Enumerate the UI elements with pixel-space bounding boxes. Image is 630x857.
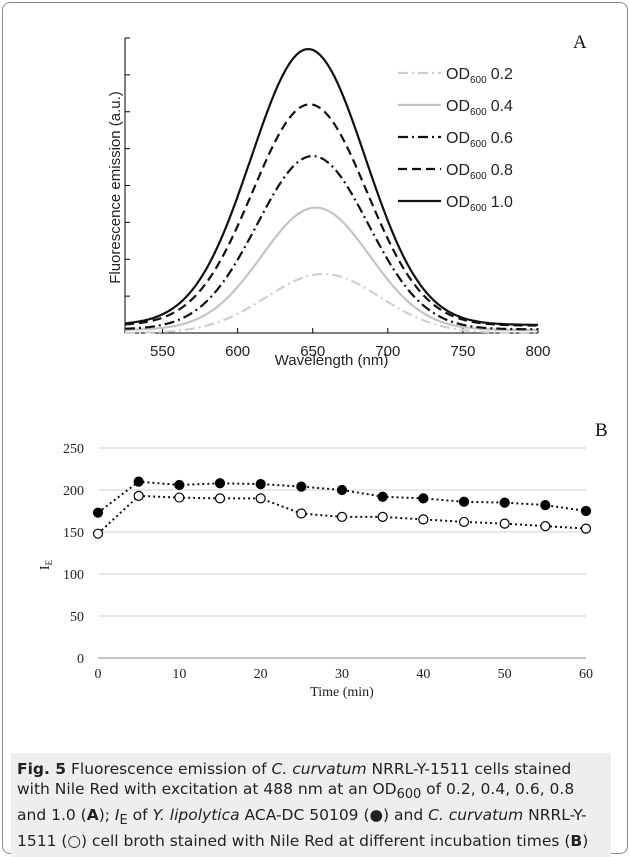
x-tick-label: 750	[450, 343, 475, 360]
data-point	[336, 484, 348, 496]
y-tick-label: 250	[63, 442, 84, 457]
caption-text: ACA-DC 50109 (●) and	[239, 806, 429, 825]
legend-value: 0.2	[491, 66, 513, 83]
data-point	[174, 492, 185, 503]
y-axis-label: Fluorescence emission (a.u.)	[107, 91, 124, 284]
caption-sub: 600	[396, 787, 422, 803]
x-tick-label: 30	[335, 667, 349, 682]
y-tick-label: 100	[63, 568, 84, 583]
legend-subscript: 600	[470, 139, 487, 150]
caption-text: Fluorescence emission of	[66, 760, 272, 778]
x-tick-label: 800	[525, 343, 550, 360]
data-point	[580, 523, 592, 534]
x-tick-label: 40	[416, 667, 430, 682]
y-tick-label: 200	[63, 484, 84, 499]
legend-value: 0.4	[491, 98, 513, 115]
x-axis-label: Time (min)	[310, 685, 374, 700]
caption-text: NRRL-Y-1511 (○) cell broth stained with …	[17, 806, 587, 851]
data-point	[174, 479, 185, 491]
y-tick-label: 0	[77, 652, 84, 667]
legend-subscript: 600	[470, 75, 487, 86]
legend-entry: OD600 0.6	[446, 130, 513, 150]
data-point	[214, 478, 226, 489]
x-axis-label: Wavelength (nm)	[275, 352, 389, 369]
data-point	[458, 496, 470, 507]
legend-prefix: OD	[446, 194, 470, 211]
caption-organism: C. curvatum	[271, 760, 367, 778]
x-tick-label: 10	[172, 667, 186, 682]
data-point	[377, 491, 388, 502]
caption-text: )	[582, 832, 589, 851]
series-line	[124, 272, 539, 335]
x-tick-label: 700	[375, 343, 400, 360]
x-tick-label: 60	[579, 667, 593, 682]
legend-entry: OD600 1.0	[446, 194, 513, 214]
data-point	[377, 511, 388, 522]
caption-panel-ref: B	[570, 832, 583, 851]
legend-subscript: 600	[470, 203, 487, 214]
data-point	[133, 476, 144, 487]
data-point	[92, 507, 104, 518]
caption-text: );	[98, 806, 115, 825]
legend-prefix: OD	[446, 66, 470, 83]
data-point	[133, 490, 144, 501]
x-tick-label: 600	[225, 343, 250, 360]
legend-value: 0.6	[491, 130, 513, 147]
chart-b: 0 50 100 150 200 250 0 10 20 30 40 50 60 Time (min) IE…	[38, 420, 608, 700]
caption-text: of	[127, 806, 153, 825]
y-tick-label: 150	[63, 526, 84, 541]
caption-sub: E	[119, 813, 128, 829]
data-point	[255, 479, 266, 490]
x-tick-label: 20	[254, 667, 268, 682]
legend-subscript: 600	[470, 107, 487, 118]
caption-panel-ref: A	[86, 806, 99, 825]
data-point	[296, 481, 307, 492]
caption-fig-label: Fig. 5	[17, 760, 67, 778]
x-tick-label: 0	[95, 667, 102, 682]
legend-value: 0.8	[491, 162, 513, 179]
series-line	[124, 47, 538, 326]
data-point	[296, 508, 307, 519]
data-point	[214, 493, 226, 504]
series-line	[124, 103, 539, 327]
data-point	[499, 518, 510, 529]
data-point	[418, 514, 429, 525]
figure-caption: Fig. 5 Fluorescence emission of C. curva…	[11, 753, 611, 857]
x-tick-label: 650	[300, 343, 325, 360]
caption-organism: C. curvatum	[428, 806, 524, 825]
data-point	[418, 493, 429, 504]
legend-entry: OD600 0.4	[446, 98, 513, 118]
y-axis-label-main: I	[38, 565, 53, 570]
series-line	[125, 206, 538, 332]
data-point	[540, 500, 551, 511]
legend-value: 1.0	[491, 194, 513, 211]
chart-a: 550 600 650 700 750 800 Wavelength (nm) Fluores…	[107, 32, 587, 369]
panel-label: A	[573, 32, 587, 53]
legend-subscript: 600	[470, 171, 487, 182]
x-tick-label: 50	[498, 667, 512, 682]
caption-text: NRRL-Y-1511 cells stained with Nile Red …	[17, 760, 572, 798]
data-point	[92, 528, 104, 539]
panel-label: B	[595, 420, 608, 441]
y-tick-label: 50	[70, 610, 84, 625]
legend-prefix: OD	[446, 162, 470, 179]
legend-prefix: OD	[446, 98, 470, 115]
legend-prefix: OD	[446, 130, 470, 147]
data-point	[336, 511, 348, 522]
x-tick-label: 550	[150, 343, 175, 360]
legend-entry: OD600 0.8	[446, 162, 513, 182]
data-point	[255, 493, 266, 504]
caption-organism: Y. lipolytica	[152, 806, 240, 825]
data-point	[458, 516, 470, 528]
legend-entry: OD600 0.2	[446, 66, 513, 86]
data-point	[499, 497, 510, 508]
data-point	[580, 505, 592, 517]
y-axis-label-sub: E	[44, 559, 54, 565]
data-point	[540, 521, 551, 532]
caption-text: of 0.2, 0.4, 0.6, 0.8 and 1.0 (	[17, 780, 575, 825]
y-axis-label: IE	[38, 559, 54, 570]
caption-ie: I	[114, 806, 120, 825]
